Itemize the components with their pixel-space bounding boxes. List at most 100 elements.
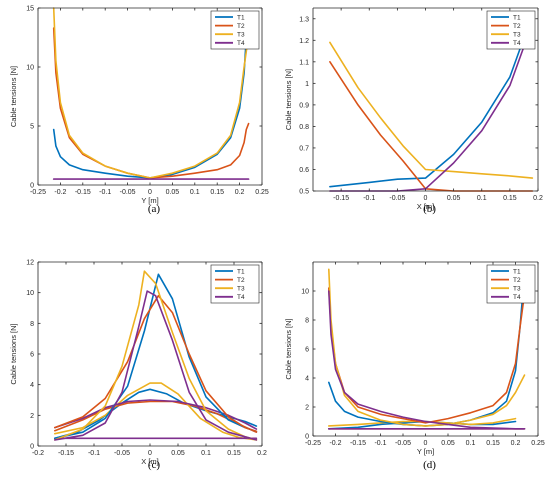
panel-caption: (a) [148, 203, 161, 215]
x-tick-label: 0.1 [477, 195, 487, 202]
legend-label-t2: T2 [513, 23, 521, 30]
y-tick-label: 8 [30, 321, 34, 328]
chart-panel-3: -0.2 -0.15 -0.1 -0.05 0 0.05 0.1 0.15 0.2 0 2 4 6 8 10… [9, 260, 267, 472]
x-tick-label: -0.1 [88, 450, 100, 457]
y-tick-label: 0.5 [299, 189, 309, 196]
series-line-t4 [54, 290, 258, 441]
y-tick-label: 12 [26, 260, 34, 267]
y-tick-label: 0.9 [299, 102, 309, 109]
x-tick-label: -0.05 [395, 440, 411, 447]
x-axis-label: X [m] [417, 202, 435, 211]
legend-label-t2: T2 [237, 277, 245, 284]
series-extra-line-t3 [54, 382, 258, 441]
legend-label-t2: T2 [513, 277, 521, 284]
x-tick-label: 0.15 [503, 195, 517, 202]
x-tick-label: 0 [424, 440, 428, 447]
x-tick-label: -0.1 [374, 440, 386, 447]
legend-label-t4: T4 [513, 40, 521, 47]
panel-caption: (c) [148, 459, 161, 471]
y-axis-label: Cable tensions [N] [284, 69, 293, 130]
y-tick-label: 5 [30, 124, 34, 131]
legend-label-t1: T1 [513, 268, 521, 275]
series-line-t3 [329, 41, 534, 179]
chart-panel-2: -0.15 -0.1 -0.05 0 0.05 0.1 0.15 0.2 0.5 0.6 0.7 0.… [284, 7, 543, 215]
series-extra-line-t1 [54, 388, 258, 440]
y-tick-label: 0.8 [299, 124, 309, 131]
x-tick-label: -0.15 [58, 450, 74, 457]
legend-label-t3: T3 [513, 32, 521, 39]
legend-label-t1: T1 [237, 268, 245, 275]
legend-label-t1: T1 [513, 14, 521, 21]
series-line-t1 [54, 273, 258, 440]
series-line-t4 [328, 290, 526, 430]
y-tick-label: 1.3 [299, 16, 309, 23]
x-tick-label: 0.1 [190, 189, 200, 196]
x-tick-label: -0.05 [389, 195, 405, 202]
y-tick-label: 8 [305, 318, 309, 325]
y-tick-label: 10 [26, 290, 34, 297]
legend-label-t4: T4 [513, 294, 521, 301]
x-tick-label: 0.15 [227, 450, 241, 457]
y-tick-label: 15 [26, 6, 34, 13]
x-tick-label: -0.05 [114, 450, 130, 457]
x-tick-label: 0.2 [533, 195, 543, 202]
x-tick-label: 0.2 [257, 450, 267, 457]
x-tick-label: -0.2 [32, 450, 44, 457]
y-tick-label: 1 [305, 81, 309, 88]
series-line-t3 [54, 270, 258, 441]
x-tick-label: -0.15 [350, 440, 366, 447]
y-tick-label: 0 [30, 183, 34, 190]
series-line-t2 [52, 27, 250, 179]
x-tick-label: 0.05 [171, 450, 185, 457]
panel-caption: (d) [423, 459, 436, 471]
series-line-t3 [328, 268, 526, 427]
y-tick-label: 0.6 [299, 167, 309, 174]
series-line-t1 [329, 13, 534, 188]
x-tick-label: 0.1 [201, 450, 211, 457]
legend-label-t2: T2 [237, 23, 245, 30]
x-tick-label: -0.25 [30, 189, 46, 196]
y-tick-label: 4 [305, 376, 309, 383]
y-tick-label: 10 [26, 65, 34, 72]
legend-label-t4: T4 [237, 40, 245, 47]
series-extra-line-t4 [54, 399, 258, 430]
y-tick-label: 0 [30, 444, 34, 451]
legend-label-t1: T1 [237, 14, 245, 21]
y-tick-label: 1.1 [299, 59, 309, 66]
y-tick-label: 0 [305, 434, 309, 441]
y-tick-label: 0.7 [299, 145, 309, 152]
x-tick-label: 0.15 [210, 189, 224, 196]
x-tick-label: 0.25 [531, 440, 545, 447]
chart-panel-4: -0.25 -0.2 -0.15 -0.1 -0.05 0 0.05 0.1 0.15 0.2 0.… [284, 261, 545, 471]
series-line-t2 [54, 294, 258, 433]
x-tick-label: 0.2 [235, 189, 245, 196]
x-tick-label: 0 [148, 450, 152, 457]
x-tick-label: -0.2 [54, 189, 66, 196]
y-tick-label: 6 [305, 347, 309, 354]
legend-label-t4: T4 [237, 294, 245, 301]
x-tick-label: 0.2 [511, 440, 521, 447]
x-tick-label: 0 [148, 189, 152, 196]
legend-label-t3: T3 [513, 286, 521, 293]
x-tick-label: 0.05 [441, 440, 455, 447]
legend-label-t3: T3 [237, 286, 245, 293]
x-tick-label: -0.25 [305, 440, 321, 447]
panel-caption: (b) [423, 203, 436, 215]
chart-panel-1: -0.25 -0.2 -0.15 -0.1 -0.05 0 0.05 0.1 0.15 0.2 0.… [9, 6, 269, 216]
x-tick-label: -0.2 [329, 440, 341, 447]
y-axis-label: Cable tensions [N] [9, 323, 18, 384]
x-tick-label: 0.25 [255, 189, 269, 196]
y-tick-label: 6 [30, 352, 34, 359]
y-tick-label: 2 [305, 405, 309, 412]
y-tick-label: 4 [30, 382, 34, 389]
x-tick-label: 0.15 [486, 440, 500, 447]
x-tick-label: 0.05 [166, 189, 180, 196]
y-tick-label: 2 [30, 413, 34, 420]
x-tick-label: -0.1 [363, 195, 375, 202]
series-line-t3 [52, 7, 250, 179]
x-tick-label: -0.15 [75, 189, 91, 196]
